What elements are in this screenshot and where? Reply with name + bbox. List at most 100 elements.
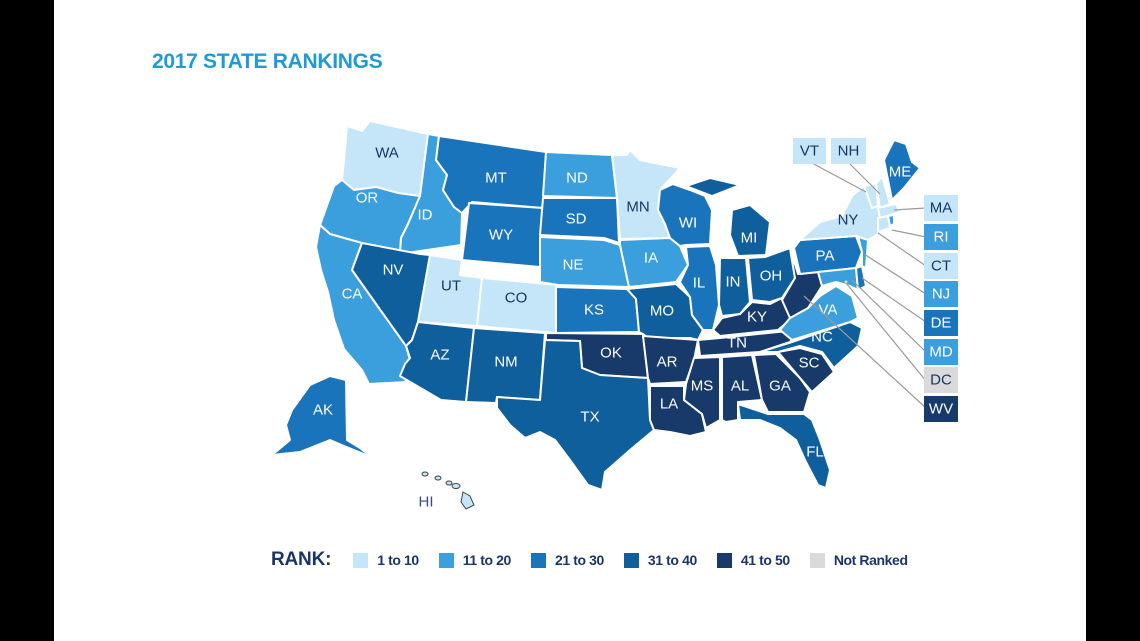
svg-text:ID: ID — [418, 207, 433, 224]
svg-text:NJ: NJ — [932, 286, 950, 303]
state-dc[interactable] — [844, 280, 848, 284]
svg-text:WV: WV — [929, 401, 953, 418]
legend-swatch — [716, 552, 732, 568]
svg-text:IL: IL — [693, 275, 706, 292]
state-ar[interactable]: AR — [642, 335, 699, 385]
legend-item-11-20: 11 to 20 — [438, 552, 512, 568]
legend: RANK: 1 to 10 11 to 20 21 to 30 31 to 40… — [271, 548, 928, 572]
svg-text:NM: NM — [494, 354, 517, 371]
svg-text:NV: NV — [383, 262, 404, 279]
state-ne[interactable]: NE — [539, 236, 630, 288]
page-title: 2017 STATE RANKINGS — [152, 50, 383, 73]
svg-text:OK: OK — [600, 345, 622, 362]
state-ks[interactable]: KS — [555, 286, 640, 334]
state-nc[interactable]: NC — [759, 321, 863, 369]
svg-text:UT: UT — [441, 278, 461, 295]
callout-ri[interactable]: RI — [924, 224, 958, 250]
svg-text:DC: DC — [930, 372, 952, 389]
state-mi[interactable]: MI — [685, 177, 771, 257]
svg-text:KY: KY — [747, 309, 767, 326]
svg-text:WY: WY — [489, 227, 513, 244]
state-fl[interactable]: FL — [737, 403, 831, 489]
callout-wv[interactable]: WV — [924, 396, 958, 422]
state-de[interactable] — [855, 265, 867, 291]
state-co[interactable]: CO — [476, 277, 559, 334]
svg-text:WI: WI — [679, 215, 697, 232]
svg-text:FL: FL — [806, 444, 824, 461]
callout-ma[interactable]: MA — [924, 195, 958, 221]
state-nm[interactable]: NM — [465, 327, 546, 404]
state-or[interactable]: OR — [319, 179, 421, 255]
svg-text:NE: NE — [563, 257, 584, 274]
legend-title: RANK: — [271, 549, 332, 570]
svg-text:CO: CO — [505, 290, 528, 307]
svg-text:IN: IN — [726, 274, 741, 291]
legend-swatch — [809, 552, 825, 568]
state-tx[interactable]: TX — [496, 339, 655, 491]
svg-text:AL: AL — [731, 378, 749, 395]
legend-item-41-50: 41 to 50 — [716, 552, 790, 568]
svg-text:GA: GA — [769, 378, 791, 395]
state-wa[interactable]: WA — [341, 120, 429, 197]
callout-dc[interactable]: DC — [924, 367, 958, 393]
state-nh[interactable] — [875, 175, 891, 209]
svg-text:MN: MN — [626, 199, 649, 216]
state-ak[interactable]: AK — [271, 375, 381, 466]
legend-label: 1 to 10 — [377, 552, 419, 568]
state-az[interactable]: AZ — [399, 321, 475, 403]
svg-text:AZ: AZ — [430, 347, 449, 364]
legend-item-21-30: 21 to 30 — [530, 552, 604, 568]
state-hi[interactable]: HI — [419, 471, 475, 511]
state-il[interactable]: IL — [679, 245, 720, 331]
state-ga[interactable]: GA — [753, 353, 811, 413]
state-ky[interactable]: KY — [712, 297, 795, 337]
svg-text:MS: MS — [691, 378, 714, 395]
state-in[interactable]: IN — [718, 257, 751, 317]
state-sd[interactable]: SD — [539, 197, 620, 244]
state-wy[interactable]: WY — [461, 202, 544, 268]
svg-text:ME: ME — [889, 164, 912, 181]
state-ct[interactable] — [877, 215, 891, 233]
legend-item-31-40: 31 to 40 — [623, 552, 697, 568]
legend-label: 11 to 20 — [462, 552, 512, 568]
state-nd[interactable]: ND — [542, 151, 618, 199]
svg-text:LA: LA — [660, 396, 678, 413]
state-wi[interactable]: WI — [657, 183, 713, 247]
svg-text:MD: MD — [929, 344, 952, 361]
legend-label: Not Ranked — [833, 552, 908, 568]
callout-nh[interactable]: NH — [831, 138, 866, 164]
svg-text:VA: VA — [819, 302, 838, 319]
map-canvas: 2017 STATE RANKINGS WA OR CA ID NV MT — [54, 0, 1086, 641]
svg-text:ND: ND — [566, 170, 588, 187]
state-me[interactable]: ME — [883, 139, 921, 201]
callout-de[interactable]: DE — [924, 310, 958, 336]
svg-text:HI: HI — [419, 494, 434, 511]
state-ma[interactable] — [877, 203, 901, 219]
svg-text:WA: WA — [375, 145, 399, 162]
callout-vt[interactable]: VT — [793, 138, 826, 164]
legend-swatch — [530, 552, 546, 568]
state-ut[interactable]: UT — [417, 254, 483, 327]
legend-swatch — [438, 552, 454, 568]
svg-text:IA: IA — [644, 250, 658, 267]
callout-nj[interactable]: NJ — [924, 281, 958, 307]
state-sc[interactable]: SC — [777, 347, 835, 393]
callout-md[interactable]: MD — [924, 339, 958, 365]
state-ri[interactable] — [887, 214, 895, 227]
callout-ct[interactable]: CT — [924, 253, 958, 279]
svg-text:KS: KS — [584, 302, 604, 319]
svg-text:NH: NH — [838, 143, 860, 160]
legend-item-1-10: 1 to 10 — [353, 552, 419, 568]
state-vt[interactable] — [863, 183, 879, 209]
legend-swatch — [353, 552, 369, 568]
state-ms[interactable]: MS — [683, 356, 721, 429]
legend-label: 21 to 30 — [554, 552, 604, 568]
svg-text:MI: MI — [741, 230, 758, 247]
svg-text:TX: TX — [580, 409, 599, 426]
svg-text:OH: OH — [760, 268, 783, 285]
state-mt[interactable]: MT — [435, 135, 547, 214]
svg-text:NY: NY — [838, 212, 859, 229]
svg-text:VT: VT — [800, 143, 819, 160]
us-map: WA OR CA ID NV MT WY UT — [271, 120, 958, 511]
svg-text:MO: MO — [650, 303, 674, 320]
